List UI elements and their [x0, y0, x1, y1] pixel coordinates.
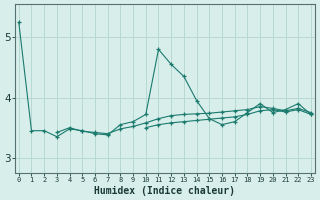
X-axis label: Humidex (Indice chaleur): Humidex (Indice chaleur) — [94, 186, 235, 196]
